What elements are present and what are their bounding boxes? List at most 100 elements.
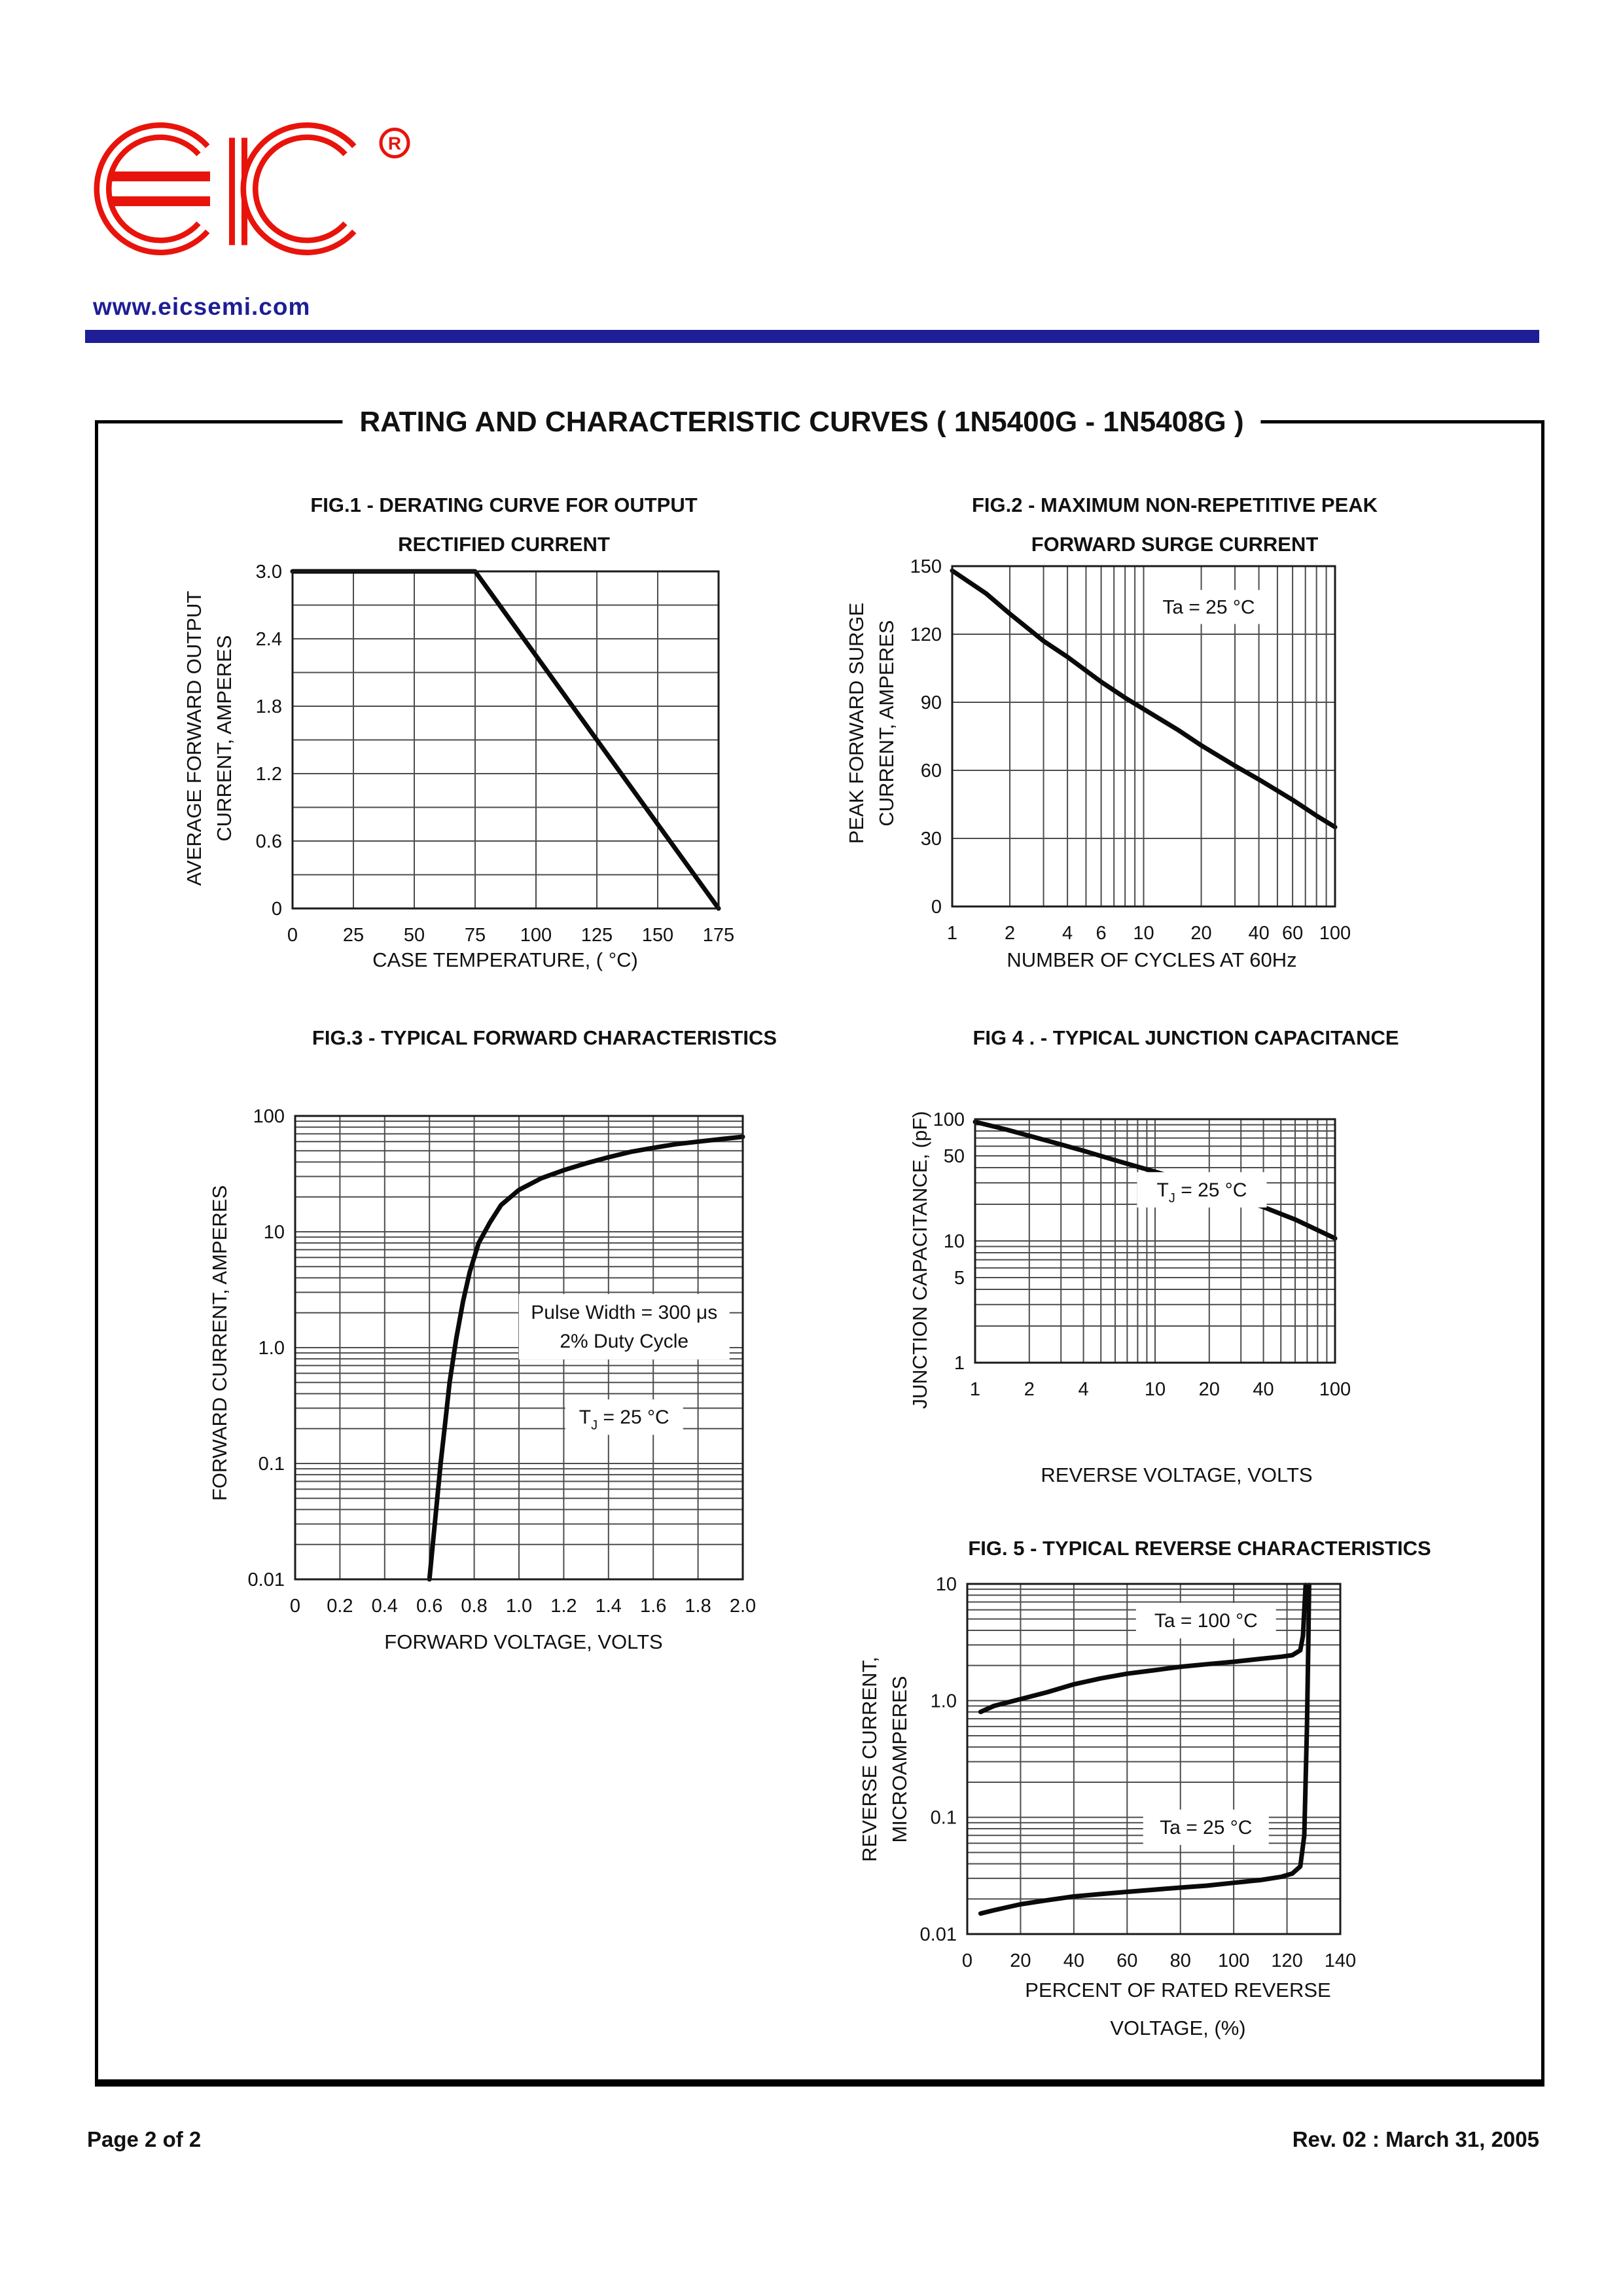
fig5-xlabel: PERCENT OF RATED REVERSE VOLTAGE, (%) [1025,1979,1331,2039]
fig4-plot: TJ = 25 °C 1 2 4 10 20 40 100 100 50 10 5 1 [933,1109,1351,1400]
fig3-annotation-1: TJ = 25 °C [565,1399,683,1435]
svg-text:60: 60 [1116,1950,1137,1971]
fig1-x-ticks: 0 25 50 75 100 125 150 175 [287,925,734,946]
svg-text:1.0: 1.0 [506,1596,532,1617]
fig2-xlabel: NUMBER OF CYCLES AT 60Hz [1007,948,1297,971]
fig3-y-ticks: 100 10 1.0 0.1 0.01 [248,1106,285,1590]
svg-text:2.0: 2.0 [730,1596,756,1617]
svg-text:175: 175 [703,925,734,946]
svg-text:100: 100 [253,1106,285,1127]
svg-text:Pulse Width = 300 μs: Pulse Width = 300 μs [531,1302,717,1323]
fig4-title: FIG 4 . - TYPICAL JUNCTION CAPACITANCE [972,1018,1399,1058]
fig3-border [294,1115,744,1581]
svg-text:20: 20 [1190,923,1211,944]
svg-text:TJ = 25 °C: TJ = 25 °C [579,1407,669,1433]
svg-text:0: 0 [272,899,282,920]
svg-text:60: 60 [1282,923,1303,944]
svg-text:40: 40 [1063,1950,1084,1971]
svg-text:100: 100 [520,925,552,946]
fig2-border [951,565,1336,908]
fig5-title: FIG. 5 - TYPICAL REVERSE CHARACTERISTICS [968,1529,1431,1568]
svg-text:2: 2 [1024,1379,1035,1400]
fig3-plot: Pulse Width = 300 μs 2% Duty Cycle TJ = 25… [248,1106,757,1617]
fig4-annotation-0: TJ = 25 °C [1137,1172,1267,1208]
website-link[interactable]: www.eicsemi.com [93,293,311,320]
fig1-plot: 0 25 50 75 100 125 150 175 3.0 2.4 1.8 1.2 0.6 0 [256,562,735,946]
svg-text:125: 125 [581,925,613,946]
svg-text:1.8: 1.8 [256,696,282,717]
svg-text:150: 150 [910,556,942,577]
svg-text:80: 80 [1170,1950,1191,1971]
fig3-x-ticks: 0 0.2 0.4 0.6 0.8 1.0 1.2 1.4 1.6 1.8 2.0 [290,1596,756,1617]
svg-text:40: 40 [1253,1379,1274,1400]
header-rule [85,330,1539,343]
svg-text:20: 20 [1010,1950,1031,1971]
svg-text:0.01: 0.01 [920,1924,957,1945]
fig1-title-line1: FIG.1 - DERATING CURVE FOR OUTPUT [310,493,698,516]
eic-logo: R [94,122,410,255]
fig2-grid [952,565,1336,907]
fig5-series-reverse-100C [978,1583,1308,1715]
svg-text:10: 10 [1133,923,1154,944]
fig3-series-forward-characteristic [427,1134,745,1582]
fig5-series-reverse-25C [978,1583,1311,1916]
svg-text:10: 10 [1145,1379,1166,1400]
fig2-title: FIG.2 - MAXIMUM NON-REPETITIVE PEAK FORW… [972,486,1378,564]
fig1-xlabel: CASE TEMPERATURE, ( °C) [372,948,638,971]
svg-text:10: 10 [936,1574,957,1595]
svg-text:4: 4 [1078,1379,1088,1400]
svg-text:Ta = 100 °C: Ta = 100 °C [1154,1610,1258,1632]
svg-text:0.6: 0.6 [256,831,282,852]
fig3-title-line1: FIG.3 - TYPICAL FORWARD CHARACTERISTICS [312,1026,777,1049]
svg-text:100: 100 [933,1109,965,1130]
fig2-title-line1: FIG.2 - MAXIMUM NON-REPETITIVE PEAK [971,493,1378,516]
svg-text:5: 5 [954,1268,965,1289]
svg-text:0: 0 [290,1596,300,1617]
svg-text:1.0: 1.0 [259,1338,285,1359]
fig2-x-ticks: 1 2 4 6 10 20 40 60 100 [947,923,1351,944]
fig2-series-surge-current [950,568,1338,830]
svg-text:0.6: 0.6 [416,1596,442,1617]
fig4-y-ticks: 100 50 10 5 1 [933,1109,965,1374]
fig3-title: FIG.3 - TYPICAL FORWARD CHARACTERISTICS [312,1018,777,1058]
svg-text:10: 10 [944,1231,965,1252]
svg-text:0: 0 [962,1950,972,1971]
svg-text:50: 50 [404,925,425,946]
svg-text:0: 0 [931,897,942,918]
fig1-border [291,570,720,910]
svg-text:R: R [388,134,401,154]
fig1-title: FIG.1 - DERATING CURVE FOR OUTPUT RECTIF… [310,486,697,564]
svg-text:140: 140 [1325,1950,1356,1971]
fig3-annotation-0: Pulse Width = 300 μs 2% Duty Cycle [518,1294,730,1360]
svg-text:1.8: 1.8 [685,1596,711,1617]
svg-text:100: 100 [1319,1379,1351,1400]
svg-text:Ta = 25 °C: Ta = 25 °C [1162,596,1255,618]
svg-text:0.01: 0.01 [248,1570,285,1590]
fig1-grid [292,571,719,909]
fig1-title-line2: RECTIFIED CURRENT [398,533,610,556]
svg-text:1: 1 [947,923,957,944]
svg-text:75: 75 [465,925,486,946]
svg-text:120: 120 [910,624,942,645]
svg-text:3.0: 3.0 [256,562,282,583]
svg-text:Ta = 25 °C: Ta = 25 °C [1160,1817,1252,1839]
fig2-annotation-0: Ta = 25 °C [1144,590,1273,624]
footer-page-info: Page 2 of 2 [87,2127,202,2151]
svg-text:1.2: 1.2 [256,764,282,785]
fig5-annotation-0: Ta = 100 °C [1135,1603,1276,1639]
fig2-y-ticks: 150 120 90 60 30 0 [910,556,942,918]
svg-text:1.0: 1.0 [931,1691,957,1712]
svg-text:1: 1 [954,1353,965,1374]
svg-text:1.6: 1.6 [640,1596,666,1617]
svg-text:120: 120 [1271,1950,1302,1971]
svg-text:0.1: 0.1 [259,1454,285,1475]
page-title: RATING AND CHARACTERISTIC CURVES ( 1N540… [342,406,1261,439]
svg-text:1.4: 1.4 [596,1596,622,1617]
svg-text:25: 25 [343,925,364,946]
svg-text:1: 1 [970,1379,980,1400]
fig2-plot: Ta = 25 °C 1 2 4 6 10 20 40 60 100 150 120 90 60 30 0 [910,556,1351,944]
svg-text:100: 100 [1319,923,1351,944]
fig4-grid [974,1119,1336,1363]
svg-text:4: 4 [1062,923,1073,944]
svg-text:50: 50 [944,1146,965,1167]
